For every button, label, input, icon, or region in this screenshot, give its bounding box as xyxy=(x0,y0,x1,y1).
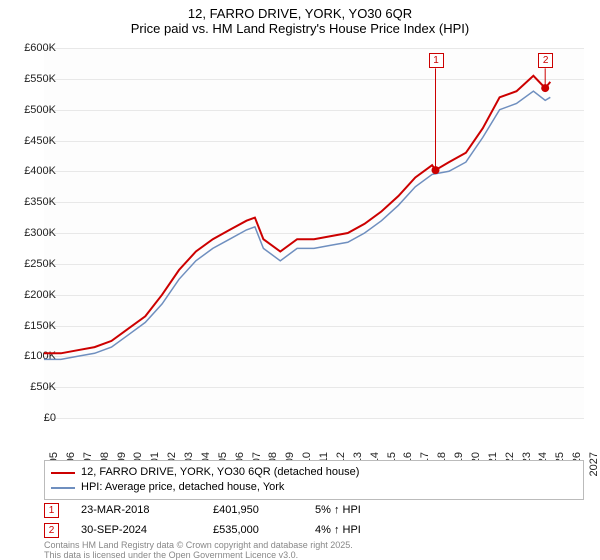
title-subtitle: Price paid vs. HM Land Registry's House … xyxy=(0,21,600,36)
marker-dot xyxy=(432,166,440,174)
credits-line2: This data is licensed under the Open Gov… xyxy=(44,550,584,560)
gridline xyxy=(44,418,584,419)
series-line xyxy=(44,91,550,359)
credits: Contains HM Land Registry data © Crown c… xyxy=(44,540,584,560)
chart-container: 12, FARRO DRIVE, YORK, YO30 6QR Price pa… xyxy=(0,0,600,560)
legend-swatch xyxy=(51,487,75,489)
series-line xyxy=(44,76,550,354)
legend: 12, FARRO DRIVE, YORK, YO30 6QR (detache… xyxy=(44,460,584,500)
data-row: 1 23-MAR-2018 £401,950 5% ↑ HPI xyxy=(44,500,584,520)
data-pct: 4% ↑ HPI xyxy=(315,520,435,540)
data-date: 30-SEP-2024 xyxy=(81,520,191,540)
title-block: 12, FARRO DRIVE, YORK, YO30 6QR Price pa… xyxy=(0,0,600,38)
data-date: 23-MAR-2018 xyxy=(81,500,191,520)
data-point-table: 1 23-MAR-2018 £401,950 5% ↑ HPI 2 30-SEP… xyxy=(44,500,584,540)
data-pct: 5% ↑ HPI xyxy=(315,500,435,520)
chart-svg xyxy=(44,48,584,418)
legend-label: 12, FARRO DRIVE, YORK, YO30 6QR (detache… xyxy=(81,465,359,480)
title-address: 12, FARRO DRIVE, YORK, YO30 6QR xyxy=(0,6,600,21)
credits-line1: Contains HM Land Registry data © Crown c… xyxy=(44,540,353,550)
legend-row: HPI: Average price, detached house, York xyxy=(51,480,577,495)
marker-badge: 2 xyxy=(44,523,59,538)
data-price: £401,950 xyxy=(213,500,293,520)
marker-badge: 1 xyxy=(44,503,59,518)
data-price: £535,000 xyxy=(213,520,293,540)
legend-swatch xyxy=(51,472,75,474)
marker-badge: 2 xyxy=(538,53,553,68)
legend-row: 12, FARRO DRIVE, YORK, YO30 6QR (detache… xyxy=(51,465,577,480)
x-tick-label: 2027 xyxy=(588,452,600,476)
data-row: 2 30-SEP-2024 £535,000 4% ↑ HPI xyxy=(44,520,584,540)
marker-dot xyxy=(541,84,549,92)
legend-label: HPI: Average price, detached house, York xyxy=(81,480,284,495)
marker-badge: 1 xyxy=(429,53,444,68)
